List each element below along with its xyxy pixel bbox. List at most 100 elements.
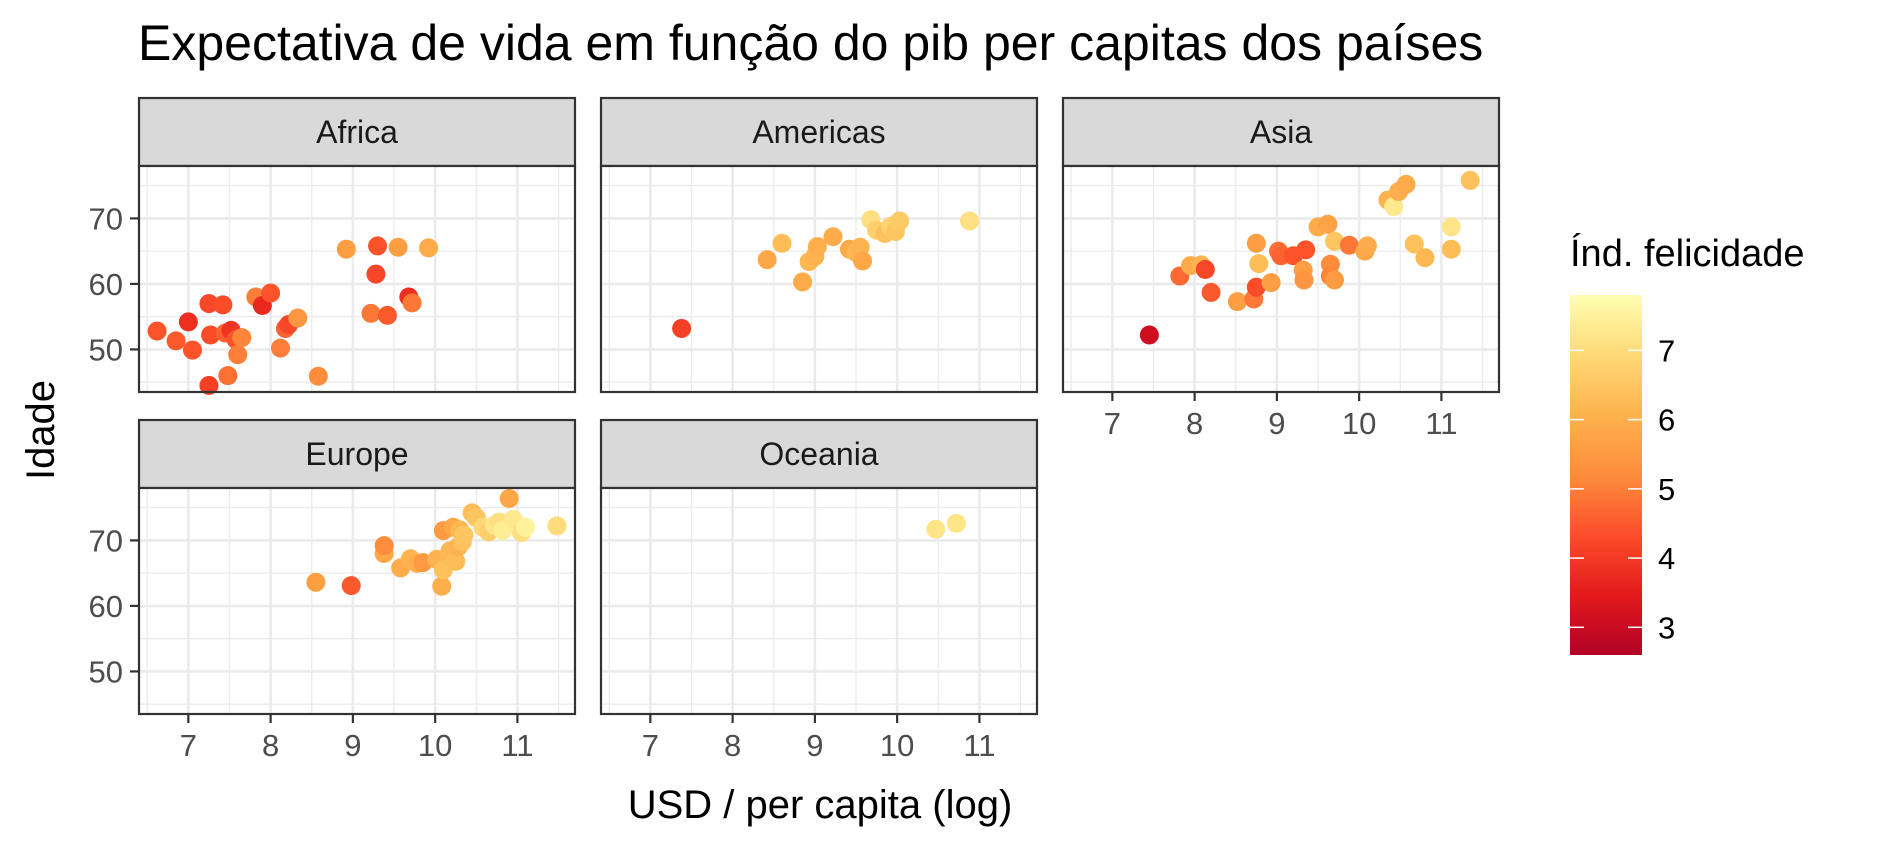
data-point [926,519,946,539]
color-legend: Índ. felicidade 3 4 5 6 7 [1570,232,1805,655]
x-tick-label: 8 [262,728,279,763]
data-point [1324,270,1344,290]
data-point [1357,236,1377,256]
data-point [454,525,474,545]
data-point [261,283,281,303]
legend-colorbar [1570,295,1642,655]
data-point [1324,231,1344,251]
data-point [1404,234,1424,254]
data-point [218,366,238,386]
x-axis-title: USD / per capita (log) [628,783,1013,827]
x-tick-label: 9 [806,728,823,763]
legend-tick-label: 7 [1658,333,1675,368]
data-point [182,340,202,360]
legend-tick-label: 5 [1658,472,1675,507]
data-point [1384,197,1404,217]
data-point [672,318,692,338]
x-tick-label: 11 [501,728,533,763]
data-point [1261,273,1281,293]
x-tick-label: 10 [1342,406,1376,441]
data-point [166,331,186,351]
data-point [823,227,843,247]
data-point [432,576,452,596]
panel-background [1063,166,1499,392]
facet-asia: Asia 7 8 9 10 11 [1061,96,1501,441]
data-point [1339,235,1359,255]
panel-border [1061,164,1501,394]
y-tick-label: 60 [89,589,123,624]
data-point [377,305,397,325]
x-tick-label: 7 [180,728,197,763]
data-point [757,250,777,270]
facet-strip [1061,96,1501,168]
data-point [1441,217,1461,237]
panel-border [137,486,577,716]
facet-panels: Africa 50 60 70 Americas Asia 7 8 9 10 11 Europe 50 6… [89,96,1501,763]
x-tick-label: 7 [1104,406,1121,441]
panel-background [139,166,575,392]
legend-tick-label: 4 [1658,541,1675,576]
facet-strip-label: Europe [305,436,408,472]
data-point [288,308,308,328]
x-tick-label: 8 [724,728,741,763]
x-tick-label: 11 [1425,406,1457,441]
data-point [853,251,873,271]
data-point [446,551,466,571]
x-tick-label: 10 [880,728,914,763]
panel-background [601,166,1037,392]
panel-border [137,164,577,394]
data-point [946,513,966,533]
data-point [147,321,167,341]
y-axis-title: Idade [19,380,63,480]
panel-background [601,488,1037,714]
data-point [960,211,980,231]
x-tick-label: 10 [418,728,452,763]
data-point [1201,282,1221,302]
facet-strip-label: Asia [1250,114,1312,150]
chart-title: Expectativa de vida em função do pib per… [138,15,1483,71]
data-point [1246,277,1266,297]
data-point [201,325,221,345]
data-point [1139,325,1159,345]
facet-strip-label: Americas [752,114,885,150]
data-point [772,233,792,253]
facet-strip-label: Oceania [759,436,878,472]
data-point [361,303,381,323]
y-tick-label: 60 [89,267,123,302]
data-point [807,237,827,257]
data-point [306,572,326,592]
y-tick-label: 50 [89,332,123,367]
data-point [499,488,519,508]
x-tick-label: 9 [1268,406,1285,441]
facet-strip [137,418,577,490]
facet-strip [599,96,1039,168]
x-tick-label: 8 [1186,406,1203,441]
facet-americas: Americas [599,96,1039,394]
y-tick-label: 70 [89,523,123,558]
data-point [1195,260,1215,280]
data-point [1318,214,1338,234]
data-point [1296,240,1316,260]
data-point [199,294,219,314]
data-point [516,517,536,537]
data-point [1294,270,1314,290]
x-tick-label: 9 [344,728,361,763]
data-point [1246,233,1266,253]
data-point [213,295,233,315]
panel-border [599,164,1039,394]
facet-strip-label: Africa [316,114,398,150]
data-point [366,264,386,284]
facet-strip [137,96,577,168]
data-point [199,375,219,395]
facet-oceania: Oceania 7 8 9 10 11 [599,418,1039,763]
x-tick-label: 7 [642,728,659,763]
data-point [1396,174,1416,194]
data-point [1249,254,1269,274]
legend-title: Índ. felicidade [1570,232,1805,275]
data-point [228,345,248,365]
data-point [1227,292,1247,312]
data-point [341,576,361,596]
data-point [1415,248,1435,268]
x-tick-label: 11 [963,728,995,763]
data-point [547,516,567,536]
